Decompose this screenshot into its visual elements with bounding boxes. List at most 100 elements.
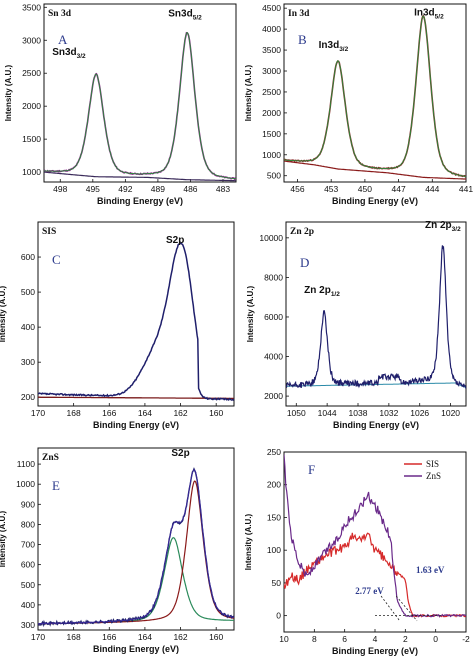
y-tick-label: 1100 bbox=[17, 459, 36, 469]
x-tick-label: 492 bbox=[118, 184, 132, 194]
x-tick-label: 1026 bbox=[410, 408, 429, 418]
x-tick-label: 486 bbox=[183, 184, 197, 194]
x-tick-label: 483 bbox=[216, 184, 230, 194]
x-tick-label: 1020 bbox=[441, 408, 460, 418]
plot-frame bbox=[37, 221, 235, 407]
y-tick-label: 4000 bbox=[264, 352, 283, 362]
peak-subscript: 5/2 bbox=[193, 15, 202, 22]
peak-label: Zn 2p3/2 bbox=[425, 220, 461, 233]
data-line bbox=[286, 245, 466, 390]
x-tick-label: 450 bbox=[358, 184, 372, 194]
peak-name: Zn 2p bbox=[425, 220, 452, 231]
y-tick-label: 900 bbox=[21, 499, 35, 509]
x-tick-label: 164 bbox=[138, 408, 152, 418]
panel-corner-label: In 3d bbox=[288, 9, 310, 19]
panel-corner-label: Zn 2p bbox=[290, 227, 314, 237]
y-tick-label: 500 bbox=[21, 287, 35, 297]
y-tick-label: 1500 bbox=[22, 134, 41, 144]
y-tick-label: 50 bbox=[272, 578, 282, 588]
peak-label: S2p bbox=[166, 235, 184, 246]
x-axis-label: Binding Energy (eV) bbox=[93, 420, 179, 430]
y-tick-label: 3500 bbox=[22, 2, 41, 12]
peak-label: In3d5/2 bbox=[414, 7, 444, 20]
y-tick-label: 600 bbox=[21, 252, 35, 262]
x-tick-label: 447 bbox=[391, 184, 405, 194]
y-axis-label: Intensity (A.U.) bbox=[244, 64, 253, 121]
x-tick-label: 166 bbox=[102, 408, 116, 418]
legend-entry: ZnS bbox=[426, 471, 441, 481]
peak-name: In3d bbox=[414, 7, 435, 18]
x-tick-label: 456 bbox=[290, 184, 304, 194]
y-tick-label: 3000 bbox=[262, 66, 281, 76]
background-line bbox=[284, 160, 466, 180]
x-tick-label: 8 bbox=[312, 634, 317, 644]
x-tick-label: 160 bbox=[209, 632, 223, 642]
peak-label: In3d3/2 bbox=[319, 40, 349, 53]
panel-letter: A bbox=[58, 32, 68, 47]
panel-letter: B bbox=[298, 32, 307, 47]
y-tick-label: 1000 bbox=[262, 150, 281, 160]
legend-entry: SIS bbox=[426, 459, 439, 469]
x-tick-label: 170 bbox=[31, 632, 45, 642]
y-tick-label: 250 bbox=[267, 447, 281, 457]
peak-label: Sn3d5/2 bbox=[168, 9, 202, 22]
plot-frame bbox=[43, 3, 237, 183]
y-tick-label: 3000 bbox=[22, 35, 41, 45]
y-tick-label: 600 bbox=[21, 560, 35, 570]
x-tick-label: 498 bbox=[53, 184, 67, 194]
panel-letter: D bbox=[300, 255, 309, 270]
y-tick-label: 6000 bbox=[264, 312, 283, 322]
y-tick-label: 400 bbox=[21, 322, 35, 332]
plot-area bbox=[38, 242, 234, 401]
peak-name: Zn 2p bbox=[304, 285, 331, 296]
panel-c: 170 168 166 164 162 160 200 300 400 500 600 Binding… bbox=[0, 221, 235, 430]
panel-corner-label: SIS bbox=[42, 227, 56, 237]
x-tick-label: 168 bbox=[67, 632, 81, 642]
y-tick-label: 4000 bbox=[262, 24, 281, 34]
y-tick-label: 2500 bbox=[22, 68, 41, 78]
y-tick-label: 4500 bbox=[262, 3, 281, 13]
x-axis-label: Binding Energy (eV) bbox=[332, 646, 418, 656]
background-line bbox=[286, 382, 466, 388]
y-tick-label: 1000 bbox=[16, 479, 35, 489]
y-tick-label: 2500 bbox=[262, 87, 281, 97]
y-tick-label: 500 bbox=[267, 171, 281, 181]
plot-area bbox=[284, 14, 466, 180]
peak-name: In3d bbox=[319, 40, 340, 51]
x-tick-label: 162 bbox=[173, 408, 187, 418]
y-axis-label: Intensity (A.U.) bbox=[0, 510, 7, 567]
plot-frame bbox=[37, 447, 235, 631]
y-tick-label: 3500 bbox=[262, 45, 281, 55]
x-tick-label: 495 bbox=[86, 184, 100, 194]
y-tick-label: 700 bbox=[21, 540, 35, 550]
y-tick-label: 100 bbox=[267, 545, 281, 555]
x-tick-label: 1038 bbox=[349, 408, 368, 418]
peak-label: Sn3d3/2 bbox=[52, 47, 86, 60]
panel-d: 1050 1044 1038 1032 1026 1020 2000 4000 6000 8000… bbox=[246, 220, 467, 430]
bandgap-annotation: 1.63 eV bbox=[416, 565, 445, 575]
x-tick-label: 162 bbox=[173, 632, 187, 642]
plot-area bbox=[286, 245, 466, 390]
x-tick-label: 166 bbox=[102, 632, 116, 642]
plot-frame bbox=[285, 221, 467, 407]
plot-area bbox=[38, 467, 234, 628]
panel-letter: E bbox=[52, 478, 60, 493]
y-tick-label: 500 bbox=[21, 580, 35, 590]
y-axis-label: Intensity (A.U.) bbox=[244, 513, 253, 570]
x-tick-label: 168 bbox=[67, 408, 81, 418]
y-axis-label: Intensity (A.U.) bbox=[0, 285, 7, 342]
y-tick-label: 2000 bbox=[262, 108, 281, 118]
y-tick-label: 2000 bbox=[22, 101, 41, 111]
panel-corner-label: Sn 3d bbox=[48, 9, 72, 19]
x-axis-label: Binding Energy (eV) bbox=[97, 196, 183, 206]
x-tick-label: 453 bbox=[324, 184, 338, 194]
panel-letter: F bbox=[308, 462, 315, 477]
x-tick-label: 444 bbox=[425, 184, 439, 194]
x-tick-label: 1044 bbox=[318, 408, 337, 418]
fit-line bbox=[38, 469, 234, 625]
panel-letter: C bbox=[52, 252, 61, 267]
peak-name: Sn3d bbox=[52, 47, 76, 58]
y-axis-label: Intensity (A.U.) bbox=[4, 64, 13, 121]
panel-f: 10 8 6 4 2 0 -2 0 50 100 150 200 250 Binding Energy (… bbox=[244, 447, 470, 656]
